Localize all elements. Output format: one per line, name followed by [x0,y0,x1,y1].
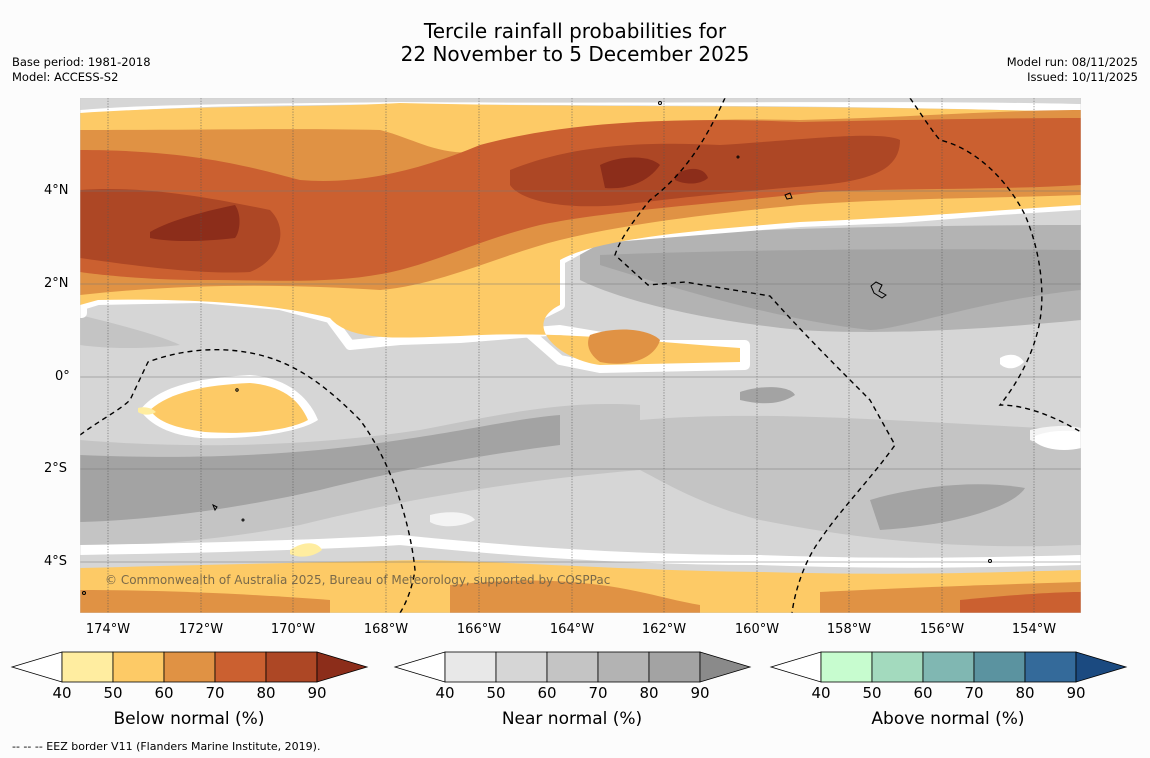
cb2-tick-40: 40 [811,684,831,702]
colorbar-0-swatch [61,651,114,683]
below-normal-40-equator [138,407,156,415]
lat-label-4s: 4°S [44,554,68,569]
lat-label-4n: 4°N [44,183,69,198]
cb0-tick-60: 60 [154,684,174,702]
below-normal-60-southwest [80,590,330,613]
colorbar-1-high-extend [699,651,752,683]
cb1-tick-40: 40 [435,684,455,702]
below-normal-90-patch [675,168,708,184]
eez-borders [80,98,1081,613]
colorbar-2-swatch [922,651,975,683]
cb1-tick-50: 50 [486,684,506,702]
cb1-tick-70: 70 [588,684,608,702]
lon-label-166w: 166°W [456,622,502,637]
white-patch-edge [1035,430,1081,450]
base-period: Base period: 1981-2018 [12,55,151,69]
cb1-tick-80: 80 [639,684,659,702]
model-name: Model: ACCESS-S2 [12,70,119,84]
below-normal-40-south [290,543,322,557]
lon-label-162w: 162°W [641,622,687,637]
colorbar-1-swatch [546,651,599,683]
model-run: Model run: 08/11/2025 [1006,55,1138,69]
cb2-tick-70: 70 [964,684,984,702]
colorbar-0-swatch [163,651,216,683]
lon-label-158w: 158°W [826,622,872,637]
title-line-1: Tercile rainfall probabilities for [423,19,727,43]
colorbar-0-swatch [112,651,165,683]
below-normal-60-islet [588,329,660,364]
cb2-tick-90: 90 [1066,684,1086,702]
colorbar-1-swatch [495,651,548,683]
colorbar-2-low-extend [769,651,822,683]
title-line-2: 22 November to 5 December 2025 [400,42,750,66]
near-normal-low-patch [430,512,475,527]
graticule-parallels [80,190,1081,563]
cb0-tick-50: 50 [103,684,123,702]
lon-label-168w: 168°W [363,622,409,637]
near-normal-80-northeast [600,249,1081,330]
near-normal-70-west [80,315,180,349]
cb2-tick-80: 80 [1015,684,1035,702]
cb0-tick-40: 40 [52,684,72,702]
meta-right: Model run: 08/11/2025 Issued: 10/11/2025 [1007,55,1138,85]
lon-label-164w: 164°W [549,622,595,637]
cb2-title: Above normal (%) [871,709,1025,729]
colorbar-0-low-extend [10,651,63,683]
colorbar-1-swatch [648,651,701,683]
lon-label-174w: 174°W [85,622,131,637]
cb0-title: Below normal (%) [113,709,265,729]
below-normal-80-center [510,135,900,207]
cb0-tick-70: 70 [205,684,225,702]
near-normal-top-strip [80,98,1081,110]
colorbar-0-swatch [214,651,267,683]
lon-label-172w: 172°W [178,622,224,637]
colorbar-2-swatch [1024,651,1077,683]
meta-left: Base period: 1981-2018 Model: ACCESS-S2 [12,55,151,85]
probability-map [80,98,1081,613]
colorbar-2-swatch [973,651,1026,683]
colorbar-0-high-extend [316,651,369,683]
colorbar-1-swatch [444,651,497,683]
cb2-tick-60: 60 [913,684,933,702]
eez-footnote: -- -- -- EEZ border V11 (Flanders Marine… [12,740,321,753]
colorbar-0-swatch [265,651,318,683]
lat-label-0: 0° [55,369,70,384]
below-normal-60-south [450,580,700,613]
colorbar-2-swatch [820,651,873,683]
map-title: Tercile rainfall probabilities for 22 No… [0,20,1150,66]
cb2-tick-50: 50 [862,684,882,702]
islands [82,101,992,595]
cb1-tick-60: 60 [537,684,557,702]
boundary-south [80,534,1081,568]
lat-label-2n: 2°N [44,276,69,291]
colorbar-1-low-extend [393,651,446,683]
graticule-meridians [107,98,1035,613]
below-normal-50-equator [150,383,308,433]
cb0-tick-80: 80 [256,684,276,702]
below-normal-70-southeast [960,592,1081,613]
lon-label-170w: 170°W [270,622,316,637]
colorbar-2-high-extend [1075,651,1128,683]
cb1-tick-90: 90 [690,684,710,702]
below-normal-90-center [600,157,660,189]
lon-label-154w: 154°W [1011,622,1057,637]
lat-label-2s: 2°S [44,461,68,476]
colorbars [10,651,1128,683]
lon-label-160w: 160°W [734,622,780,637]
colorbar-1-swatch [597,651,650,683]
issued-date: Issued: 10/11/2025 [1027,70,1138,84]
cb0-tick-90: 90 [307,684,327,702]
near-normal-80-patch [740,387,795,404]
colorbar-2-swatch [871,651,924,683]
below-normal-90-west [150,205,240,241]
near-normal-80-southeast [870,484,1025,530]
lon-label-156w: 156°W [919,622,965,637]
near-normal-80-band [80,415,560,522]
cb1-title: Near normal (%) [501,709,643,729]
white-patch-east [1000,354,1024,369]
copyright-notice: © Commonwealth of Australia 2025, Bureau… [105,573,611,587]
